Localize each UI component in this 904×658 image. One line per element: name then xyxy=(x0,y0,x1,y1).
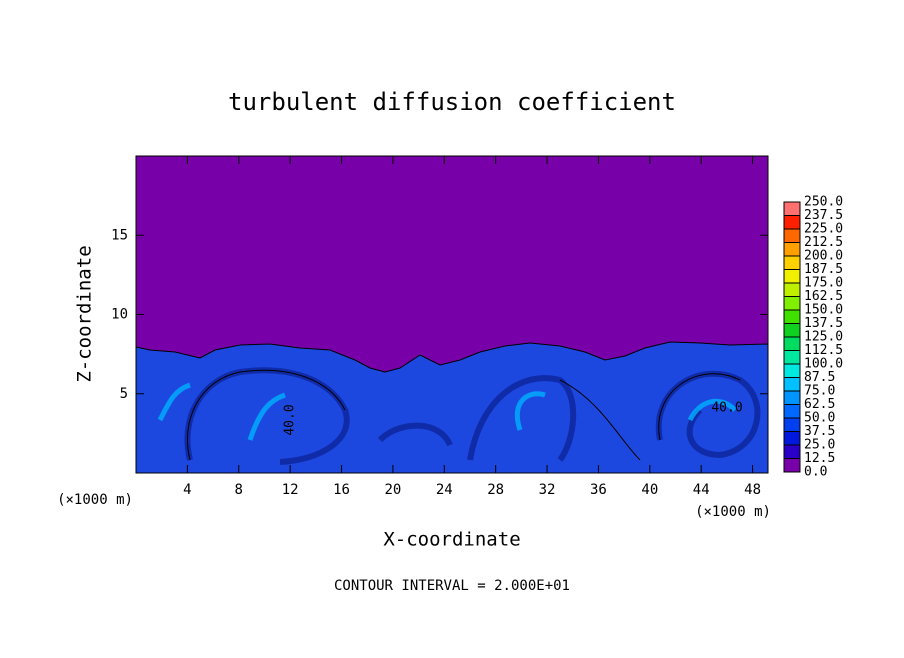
y-axis-title: Z-coordinate xyxy=(74,245,96,382)
colorbar-label: 250.0 xyxy=(804,195,843,210)
x-unit-label: (×1000 m) xyxy=(695,504,771,520)
colorbar-swatch xyxy=(784,296,800,310)
x-tick-label: 40 xyxy=(641,482,658,498)
colorbar-swatch xyxy=(784,377,800,391)
colorbar-label: 50.0 xyxy=(804,411,835,426)
colorbar-swatch xyxy=(784,202,800,216)
x-tick-label: 44 xyxy=(693,482,710,498)
colorbar-label: 112.5 xyxy=(804,343,843,358)
x-tick-label: 20 xyxy=(384,482,401,498)
colorbar-swatch xyxy=(784,350,800,364)
colorbar-label: 237.5 xyxy=(804,208,843,223)
swirl-highlight xyxy=(157,382,737,441)
colorbar-label: 212.5 xyxy=(804,235,843,250)
colorbar-swatch xyxy=(784,391,800,405)
colorbar-label: 175.0 xyxy=(804,276,843,291)
x-tick-label: 12 xyxy=(282,482,299,498)
contour-line xyxy=(186,369,741,461)
colorbar-swatch xyxy=(784,323,800,337)
y-tick-label: 5 xyxy=(120,386,128,402)
field xyxy=(135,156,769,474)
colorbar-label: 125.0 xyxy=(804,330,843,345)
colorbar-label: 12.5 xyxy=(804,451,835,466)
colorbar-label: 150.0 xyxy=(804,303,843,318)
colorbar-swatch xyxy=(784,431,800,445)
colorbar-swatch xyxy=(784,269,800,283)
colorbar-label: 162.5 xyxy=(804,289,843,304)
colorbar-label: 75.0 xyxy=(804,384,835,399)
x-tick-label: 28 xyxy=(487,482,504,498)
colorbar-label: 62.5 xyxy=(804,397,835,412)
colorbar-swatch xyxy=(784,445,800,459)
y-tick-label: 15 xyxy=(111,227,128,243)
colorbar-swatch xyxy=(784,283,800,297)
colorbar-label: 37.5 xyxy=(804,424,835,439)
colorbar-swatch xyxy=(784,256,800,270)
x-tick-label: 4 xyxy=(183,482,191,498)
chart-title: turbulent diffusion coefficient xyxy=(228,88,676,116)
colorbar-label: 0.0 xyxy=(804,465,827,480)
colorbar-label: 225.0 xyxy=(804,222,843,237)
colorbar-label: 137.5 xyxy=(804,316,843,331)
x-tick-label: 32 xyxy=(539,482,556,498)
x-axis-title: X-coordinate xyxy=(383,529,520,551)
colorbar-swatch xyxy=(784,458,800,472)
colorbar-swatch xyxy=(784,215,800,229)
colorbar-swatch xyxy=(784,418,800,432)
colorbar-swatch xyxy=(784,242,800,256)
x-tick-label: 48 xyxy=(744,482,761,498)
contour-label: 40.0 xyxy=(711,401,742,416)
colorbar-label: 200.0 xyxy=(804,249,843,264)
colorbar-swatch xyxy=(784,364,800,378)
colorbar-label: 87.5 xyxy=(804,370,835,385)
colorbar-swatch xyxy=(784,337,800,351)
colorbar-label: 187.5 xyxy=(804,262,843,277)
x-tick-label: 36 xyxy=(590,482,607,498)
x-tick-label: 16 xyxy=(333,482,350,498)
colorbar-label: 25.0 xyxy=(804,438,835,453)
x-tick-label: 8 xyxy=(235,482,243,498)
colorbar-swatch xyxy=(784,310,800,324)
colorbar-label: 100.0 xyxy=(804,357,843,372)
y-unit-label: (×1000 m) xyxy=(57,492,133,508)
colorbar-swatch xyxy=(784,229,800,243)
y-tick-label: 10 xyxy=(111,307,128,323)
x-tick-label: 24 xyxy=(436,482,453,498)
contour-label: 40.0 xyxy=(283,404,298,435)
turbulent-region xyxy=(135,341,769,474)
annotation: CONTOUR INTERVAL = 2.000E+01 xyxy=(334,578,570,594)
colorbar-swatch xyxy=(784,404,800,418)
